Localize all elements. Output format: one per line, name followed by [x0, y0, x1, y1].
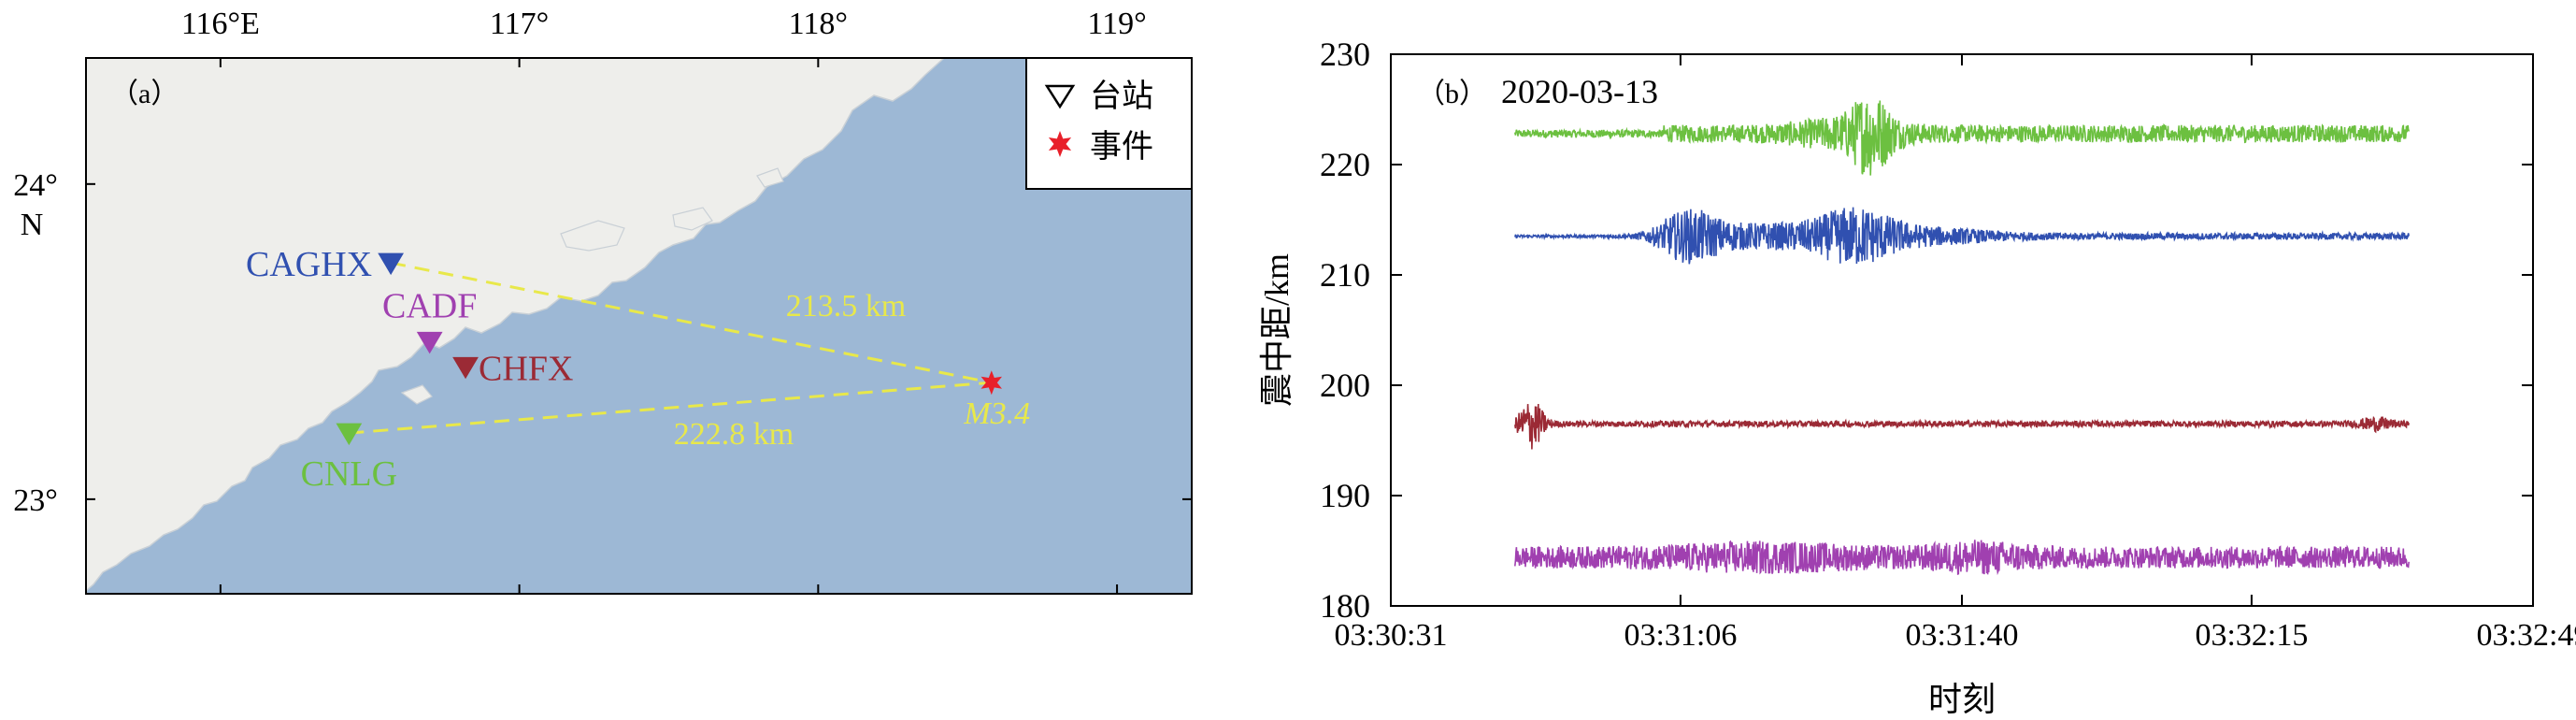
legend-label-event: 事件 — [1090, 129, 1153, 165]
x-tick-label: 118° — [789, 7, 848, 41]
y-tick-label: 24° — [13, 168, 58, 203]
event-star-icon — [980, 370, 1002, 396]
x-tick-label: 117° — [490, 7, 549, 41]
station-triangle-icon — [336, 423, 363, 446]
map-frame — [85, 57, 1193, 595]
station-label: CHFX — [479, 349, 573, 388]
x-tick-label: 03:31:06 — [1624, 618, 1737, 653]
station-triangle-icon — [452, 356, 479, 380]
plot-frame — [1390, 53, 2534, 607]
waveform-trace-chfx — [1514, 403, 2410, 450]
legend-label-station: 台站 — [1090, 79, 1153, 114]
island — [756, 167, 784, 188]
y-tick-label: 220 — [1320, 146, 1370, 183]
station-label: CADF — [382, 286, 477, 325]
x-tick-label: 03:31:40 — [1906, 618, 2019, 653]
y-tick-label: 180 — [1320, 587, 1370, 625]
waveform-panel: 180 190 200 210 220 230 03:30:31 03:31:06 03:31:… — [1258, 36, 2576, 718]
island — [560, 220, 625, 252]
land-area — [86, 58, 946, 592]
y-axis-label: 震中距/km — [1258, 253, 1295, 407]
map-legend: 台站 事件 — [1025, 57, 1193, 190]
island — [672, 207, 713, 231]
x-tick-label: 03:30:31 — [1335, 618, 1448, 653]
event-label: M3.4 — [963, 396, 1030, 431]
y-unit-label: N — [21, 208, 44, 242]
waveform-trace-cadf — [1514, 540, 2410, 576]
distance-path-line — [349, 381, 992, 435]
x-tick-label: 119° — [1087, 7, 1146, 41]
station-label: CNLG — [301, 454, 397, 494]
station-triangle-icon — [378, 252, 405, 276]
x-axis-label: 时刻 — [1928, 681, 1996, 718]
x-tick-label: 116°E — [181, 7, 260, 41]
x-tick-label: 03:32:15 — [2195, 618, 2308, 653]
waveform-trace-caghx — [1514, 207, 2410, 265]
distance-path-line — [390, 261, 993, 384]
y-tick-label: 23° — [13, 483, 58, 518]
y-tick-label: 190 — [1320, 477, 1370, 514]
y-tick-label: 200 — [1320, 367, 1370, 404]
distance-label: 213.5 km — [786, 289, 906, 324]
event-legend-icon — [1048, 131, 1072, 157]
station-triangle-icon — [416, 331, 443, 354]
distance-label: 222.8 km — [674, 417, 794, 452]
island — [400, 384, 433, 405]
station-label: CAGHX — [246, 245, 372, 284]
station-legend-icon — [1044, 84, 1076, 109]
panel-label-a: （a） — [110, 79, 179, 109]
legend-box — [1025, 57, 1193, 190]
x-tick-label: 03:32:49 — [2477, 618, 2576, 653]
date-label: 2020-03-13 — [1501, 73, 1658, 110]
y-tick-label: 210 — [1320, 256, 1370, 294]
waveform-trace-cnlg — [1514, 100, 2410, 176]
panel-label-b: （b） — [1417, 79, 1487, 109]
y-tick-label: 230 — [1320, 36, 1370, 73]
